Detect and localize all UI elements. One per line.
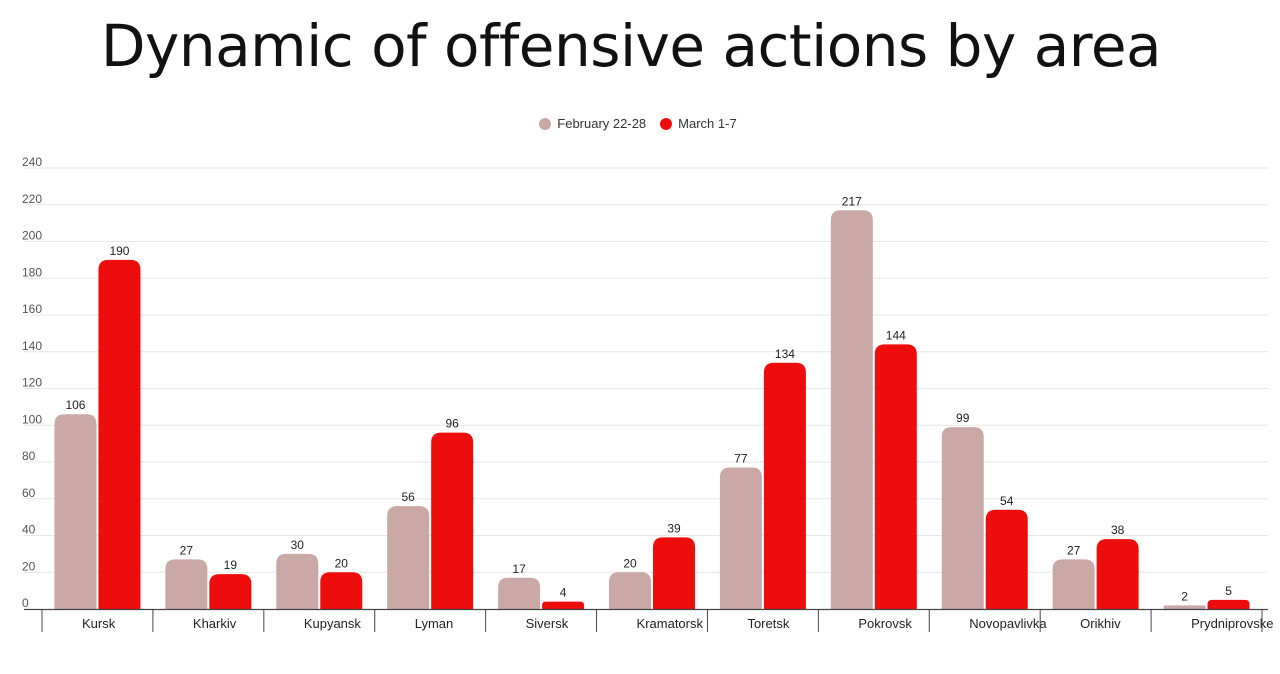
data-label-feb: 20 — [623, 556, 637, 570]
legend-item-february[interactable]: February 22-28 — [539, 116, 646, 131]
bar-feb-pokrovsk — [830, 210, 873, 609]
bar-feb-prydniprovske — [1163, 605, 1206, 609]
y-tick-label: 100 — [22, 412, 42, 426]
data-label-mar: 38 — [1111, 523, 1125, 537]
bar-feb-orikhiv — [1052, 559, 1095, 609]
data-label-feb: 2 — [1181, 589, 1188, 603]
data-label-mar: 144 — [886, 328, 906, 342]
category-label: Kramatorsk — [637, 616, 704, 631]
data-label-feb: 99 — [956, 411, 970, 425]
bar-mar-orikhiv — [1096, 539, 1139, 609]
bar-mar-siversk — [542, 601, 585, 609]
y-tick-label: 120 — [22, 376, 42, 390]
bar-feb-siversk — [498, 577, 541, 609]
y-tick-label: 240 — [22, 155, 42, 169]
legend: February 22-28 March 1-7 — [0, 116, 1276, 131]
bar-mar-kursk — [98, 259, 141, 609]
data-label-mar: 134 — [775, 347, 795, 361]
y-tick-label: 180 — [22, 265, 42, 279]
data-label-feb: 56 — [402, 490, 416, 504]
data-label-mar: 190 — [109, 244, 129, 258]
category-label: Siversk — [526, 616, 569, 631]
data-label-mar: 20 — [335, 556, 349, 570]
bar-mar-lyman — [431, 432, 474, 609]
legend-label-february: February 22-28 — [557, 116, 647, 131]
bar-feb-toretsk — [719, 467, 762, 609]
y-tick-label: 60 — [22, 486, 36, 500]
bar-mar-kharkiv — [209, 574, 252, 609]
y-tick-label: 20 — [22, 559, 36, 573]
category-label: Kharkiv — [193, 616, 237, 631]
category-label: Prydniprovske — [1191, 616, 1273, 631]
category-label: Kupyansk — [304, 616, 362, 631]
bar-mar-novopavlivka — [985, 509, 1028, 609]
category-label: Toretsk — [747, 616, 789, 631]
y-tick-label: 200 — [22, 229, 42, 243]
category-label: Pokrovsk — [858, 616, 912, 631]
legend-item-march[interactable]: March 1-7 — [660, 116, 737, 131]
y-tick-label: 40 — [22, 523, 36, 537]
y-tick-label: 80 — [22, 449, 36, 463]
data-label-feb: 77 — [734, 452, 748, 466]
category-label: Lyman — [415, 616, 454, 631]
data-label-mar: 54 — [1000, 494, 1014, 508]
bar-feb-kupyansk — [276, 553, 319, 609]
bar-feb-kursk — [54, 414, 97, 609]
category-label: Kursk — [82, 616, 116, 631]
data-label-mar: 96 — [446, 417, 460, 431]
data-label-mar: 4 — [560, 586, 567, 600]
data-label-feb: 27 — [1067, 543, 1081, 557]
bar-mar-pokrovsk — [874, 344, 917, 609]
data-label-mar: 5 — [1225, 584, 1232, 598]
category-label: Novopavlivka — [969, 616, 1047, 631]
y-tick-label: 140 — [22, 339, 42, 353]
data-label-feb: 30 — [291, 538, 305, 552]
bar-feb-kharkiv — [165, 559, 208, 609]
bar-mar-kramatorsk — [653, 537, 695, 609]
data-label-feb: 217 — [842, 194, 862, 208]
data-label-mar: 39 — [667, 521, 681, 535]
data-label-feb: 27 — [180, 543, 194, 557]
legend-swatch-february — [539, 117, 552, 130]
legend-label-march: March 1-7 — [678, 116, 737, 131]
legend-swatch-march — [660, 117, 673, 130]
bar-mar-prydniprovske — [1207, 599, 1250, 609]
data-label-feb: 17 — [512, 562, 526, 576]
data-label-feb: 106 — [65, 398, 85, 412]
bar-feb-lyman — [387, 506, 430, 609]
y-tick-label: 0 — [22, 596, 29, 610]
y-tick-label: 160 — [22, 302, 42, 316]
bar-feb-novopavlivka — [941, 427, 984, 609]
bar-mar-kupyansk — [320, 572, 363, 609]
bar-feb-kramatorsk — [609, 572, 651, 609]
data-label-mar: 19 — [224, 558, 238, 572]
bar-mar-toretsk — [763, 362, 806, 609]
y-tick-label: 220 — [22, 192, 42, 206]
category-label: Orikhiv — [1080, 616, 1121, 631]
chart-title: Dynamic of offensive actions by area — [100, 12, 1162, 80]
